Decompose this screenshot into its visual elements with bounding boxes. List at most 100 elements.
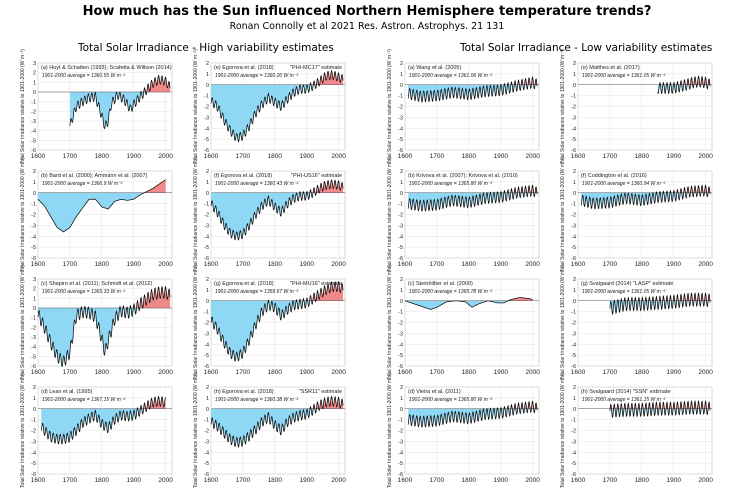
y-tick-label: -1: [398, 202, 403, 208]
y-tick-label: 1: [573, 288, 576, 294]
y-tick-label: -2: [398, 429, 403, 435]
y-axis-label: Total Solar Irradiance relative to 1901-…: [387, 157, 393, 272]
high-variability-heading: Total Solar Irradiance - High variabilit…: [78, 42, 334, 54]
x-tick-label: 2000: [525, 153, 540, 160]
y-tick-label: -4: [204, 342, 209, 348]
y-tick-label: -3: [204, 223, 209, 229]
x-tick-label: 1700: [236, 369, 251, 376]
y-tick-label: -1: [204, 202, 209, 208]
y-tick-label: -5: [31, 138, 36, 144]
y-tick-label: -6: [31, 148, 36, 154]
y-tick-label: 1: [573, 180, 576, 186]
x-tick-label: 1900: [126, 369, 141, 376]
x-tick-label: 1600: [204, 369, 219, 376]
y-tick-label: 0: [400, 191, 403, 197]
panel-label: (f) Coddington et al. (2016): [581, 173, 647, 179]
x-tick-label: 1600: [31, 261, 46, 268]
y-tick-label: 2: [400, 169, 403, 175]
y-axis-label: Total Solar Irradiance relative to 1901-…: [193, 373, 199, 488]
x-tick-label: 2000: [698, 477, 713, 484]
y-axis-label: Total Solar Irradiance relative to 1901-…: [193, 49, 199, 164]
y-tick-label: 3: [33, 61, 36, 67]
panel-average-note: 1901-2000 average = 1360.55 W m⁻²: [42, 73, 125, 79]
y-axis-label: Total Solar Irradiance relative to 1901-…: [387, 265, 393, 380]
y-tick-label: -6: [571, 256, 576, 262]
y-tick-label: -2: [398, 213, 403, 219]
y-tick-label: -6: [31, 364, 36, 370]
tsi-series-line: [210, 281, 344, 362]
x-tick-label: 1600: [571, 153, 586, 160]
negative-anomaly-area: [211, 408, 344, 447]
tsi-series-line: [580, 184, 711, 210]
y-tick-label: -4: [571, 126, 576, 132]
x-tick-label: 1900: [299, 369, 314, 376]
y-tick-label: 0: [400, 407, 403, 413]
y-tick-label: -3: [31, 223, 36, 229]
y-tick-label: 2: [33, 287, 36, 293]
y-tick-label: 1: [400, 396, 403, 402]
y-axis-label: Total Solar Irradiance relative to 1901-…: [20, 49, 26, 164]
y-tick-label: -2: [204, 321, 209, 327]
positive-anomaly-area: [211, 70, 344, 85]
y-tick-label: 0: [573, 299, 576, 305]
y-tick-label: -4: [571, 234, 576, 240]
negative-anomaly-area: [581, 192, 711, 209]
x-tick-label: 1800: [95, 369, 110, 376]
y-tick-label: -2: [571, 321, 576, 327]
x-tick-label: 1800: [95, 261, 110, 268]
y-tick-label: -1: [31, 100, 36, 106]
negative-anomaly-area: [38, 308, 171, 367]
y-tick-label: -6: [571, 364, 576, 370]
y-axis-label: Total Solar Irradiance relative to 1901-…: [20, 157, 26, 272]
y-tick-label: -6: [571, 472, 576, 478]
x-tick-label: 1600: [31, 477, 46, 484]
x-tick-label: 1600: [204, 261, 219, 268]
y-tick-label: 0: [400, 299, 403, 305]
y-tick-label: -2: [31, 213, 36, 219]
y-tick-label: 2: [33, 71, 36, 77]
negative-anomaly-area: [38, 192, 166, 232]
y-tick-label: -3: [31, 439, 36, 445]
y-tick-label: -3: [398, 439, 403, 445]
x-tick-label: 1600: [31, 153, 46, 160]
x-tick-label: 2000: [698, 261, 713, 268]
x-tick-label: 1900: [666, 261, 681, 268]
y-tick-label: 2: [400, 61, 403, 67]
y-tick-label: -1: [571, 310, 576, 316]
tsi-series-line: [69, 74, 171, 130]
y-tick-label: -5: [204, 461, 209, 467]
tsi-series-line: [407, 400, 538, 428]
panel-label: (a) Hoyt & Schatten (1993); Scafetta & W…: [41, 65, 172, 71]
x-tick-label: 2000: [158, 153, 173, 160]
negative-anomaly-area: [408, 408, 538, 428]
y-tick-label: 2: [400, 277, 403, 283]
x-tick-label: 1700: [430, 477, 445, 484]
y-tick-label: -1: [571, 94, 576, 100]
x-tick-label: 2000: [331, 153, 346, 160]
y-tick-label: -6: [31, 256, 36, 262]
panel-estimate-label: "PHI-MU16" estimate: [290, 281, 342, 287]
x-tick-label: 1900: [299, 477, 314, 484]
positive-anomaly-area: [38, 179, 166, 193]
y-tick-label: -3: [571, 115, 576, 121]
y-tick-label: -3: [31, 119, 36, 125]
x-tick-label: 1900: [666, 153, 681, 160]
panel-label: (c) Steinhilber et al. (2009): [408, 281, 473, 287]
y-tick-label: -5: [398, 353, 403, 359]
panel-average-note: 1901-2000 average = 1361.05 W m⁻²: [582, 73, 665, 79]
x-tick-label: 1900: [666, 477, 681, 484]
y-tick-label: -1: [571, 202, 576, 208]
y-tick-label: 1: [573, 72, 576, 78]
panel-estimate-label: "PHI-US16" estimate: [291, 173, 342, 179]
x-tick-label: 2000: [525, 261, 540, 268]
y-tick-label: -3: [571, 331, 576, 337]
y-tick-label: -6: [204, 472, 209, 478]
y-tick-label: -6: [398, 364, 403, 370]
